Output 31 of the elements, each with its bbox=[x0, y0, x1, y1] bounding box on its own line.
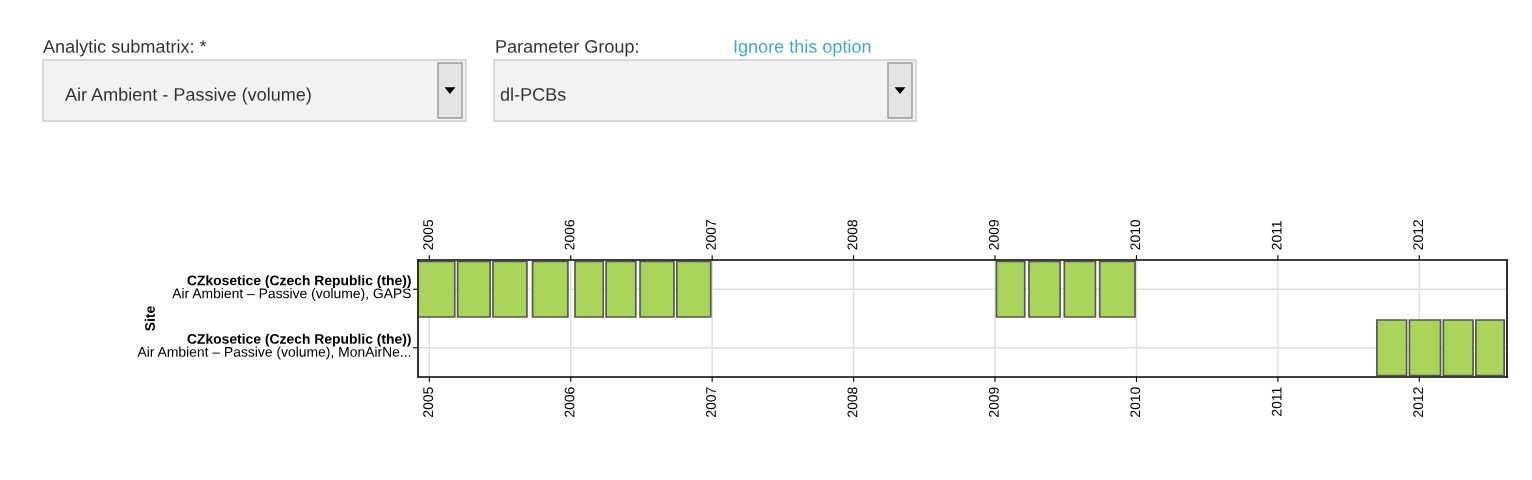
x-tick-label: 2008 bbox=[847, 387, 858, 417]
x2-tick-label: 2010 bbox=[1130, 219, 1141, 250]
x2-tick-label: 2005 bbox=[423, 219, 434, 250]
x-tick-label: 2005 bbox=[423, 387, 434, 417]
text: dl-PCBs bbox=[500, 87, 566, 101]
bar bbox=[1408, 319, 1442, 377]
bar bbox=[1063, 260, 1097, 318]
x-tick-label: 2011 bbox=[1271, 387, 1282, 416]
text: Analytic submatrix: * bbox=[43, 39, 207, 57]
x2-tick-label: 2007 bbox=[706, 220, 716, 250]
bar bbox=[1028, 260, 1061, 318]
text: Parameter Group: bbox=[496, 40, 638, 57]
x2-tick-label: 2008 bbox=[847, 219, 858, 250]
y-axis-title: Site bbox=[144, 306, 155, 331]
y-tick-label: CZkosetice (Czech Republic (the)) Air Ambient – Passive (volume), MonAirNe... bbox=[137, 333, 411, 360]
bar bbox=[1098, 260, 1136, 318]
x-tick-label: 2012 bbox=[1413, 387, 1424, 417]
x-tick-label: 2006 bbox=[564, 387, 575, 417]
x2-tick-label: 2006 bbox=[564, 219, 575, 250]
x2-tick-label: 2011 bbox=[1271, 221, 1282, 250]
x-tick-label: 2010 bbox=[1130, 387, 1141, 417]
x-tick-label: 2009 bbox=[988, 387, 999, 417]
bar bbox=[531, 260, 569, 318]
x2-tick-label: 2012 bbox=[1413, 220, 1424, 250]
y-tick-label: CZkosetice (Czech Republic (the)) Air Ambient – Passive (volume), GAPS bbox=[172, 275, 411, 302]
x-tick-label: 2007 bbox=[706, 387, 716, 417]
text: Ignore this option bbox=[734, 39, 871, 57]
text: Air Ambient - Passive (volume) bbox=[65, 87, 311, 105]
x2-tick-label: 2009 bbox=[988, 220, 999, 250]
bar bbox=[995, 260, 1026, 318]
bar bbox=[1376, 319, 1408, 377]
